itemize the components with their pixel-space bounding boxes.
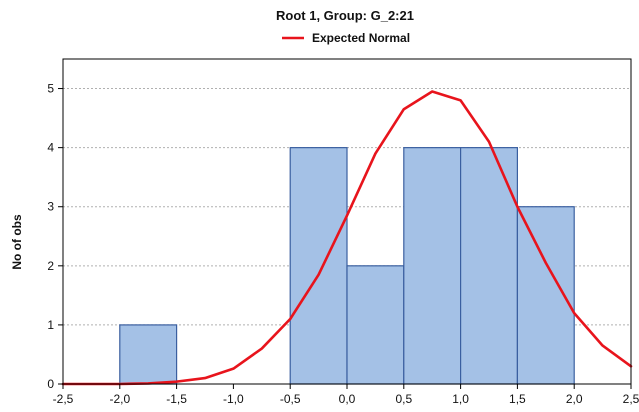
y-tick-label-1: 1 <box>47 318 54 332</box>
x-tick-label-3: -1,0 <box>223 392 244 406</box>
histogram-bar-2 <box>346 265 405 385</box>
histogram-bars <box>119 147 575 385</box>
chart-title: Root 1, Group: G_2:21 <box>276 8 414 23</box>
y-tick-label-2: 2 <box>47 259 54 273</box>
x-tick-label-0: -2,5 <box>53 392 74 406</box>
expected-normal-curve <box>61 90 633 386</box>
x-tick-label-9: 2,0 <box>566 392 583 406</box>
x-tick-label-6: 0,5 <box>395 392 412 406</box>
x-tick-label-5: 0,0 <box>339 392 356 406</box>
y-tick-label-3: 3 <box>47 200 54 214</box>
expected-normal-curve-layer <box>61 90 633 386</box>
y-axis-label: No of obs <box>10 214 24 270</box>
x-tick-label-1: -2,0 <box>109 392 130 406</box>
legend: Expected Normal <box>282 31 410 45</box>
legend-label-expected-normal: Expected Normal <box>312 31 410 45</box>
x-tick-label-2: -1,5 <box>166 392 187 406</box>
x-tick-label-7: 1,0 <box>452 392 469 406</box>
histogram-bar-0 <box>119 324 178 385</box>
histogram-bar-1 <box>289 147 348 385</box>
x-axis-ticks: -2,5 -2,0 -1,5 -1,0 -0,5 0,0 0,5 1,0 1,5 2,0 2,5 <box>53 384 639 406</box>
histogram-bar-4 <box>460 147 519 385</box>
histogram-bar-3 <box>403 147 462 385</box>
x-tick-label-8: 1,5 <box>509 392 526 406</box>
y-tick-label-4: 4 <box>47 141 54 155</box>
y-tick-label-5: 5 <box>47 82 54 96</box>
y-axis-ticks: 0 1 2 3 4 5 <box>47 82 63 391</box>
y-tick-label-0: 0 <box>47 377 54 391</box>
histogram-bar-5 <box>516 206 575 385</box>
x-tick-label-10: 2,5 <box>623 392 639 406</box>
x-tick-label-4: -0,5 <box>280 392 301 406</box>
